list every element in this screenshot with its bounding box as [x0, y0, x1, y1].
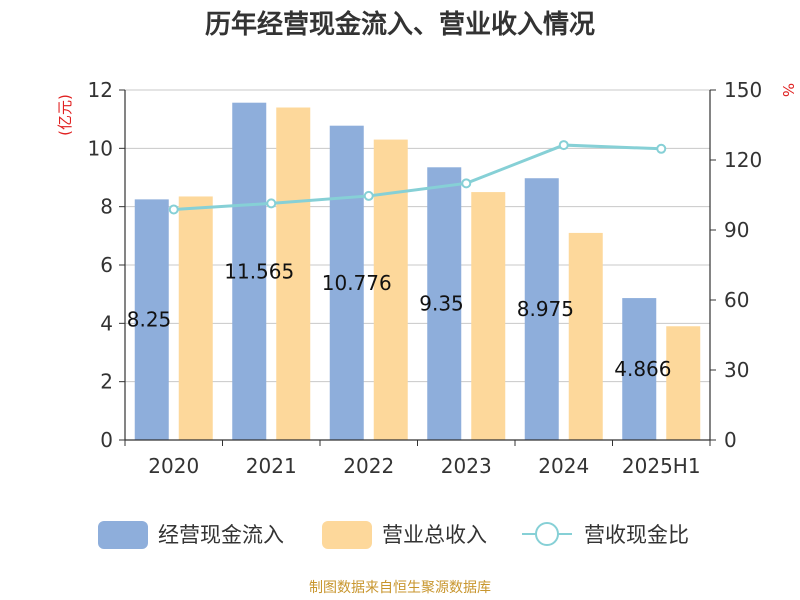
x-axis-tick-label: 2020	[148, 454, 199, 478]
bar-revenue	[373, 139, 408, 441]
right-axis-tick-label: 60	[724, 288, 749, 312]
ratio-line-point	[266, 198, 277, 209]
left-axis-tick-label: 8	[100, 195, 113, 219]
bar-data-label: 10.776	[322, 271, 392, 295]
ratio-line-point	[168, 204, 179, 215]
legend-label: 经营现金流入	[158, 523, 284, 547]
right-axis-tick-label: 120	[724, 148, 762, 172]
ratio-line-point	[363, 190, 374, 201]
legend-swatch	[98, 521, 148, 549]
right-axis-tick-label: 90	[724, 218, 749, 242]
left-axis-tick-label: 2	[100, 370, 113, 394]
bar-revenue	[568, 232, 603, 440]
left-axis-tick-label: 6	[100, 253, 113, 277]
chart-title: 历年经营现金流入、营业收入情况	[205, 9, 595, 40]
bar-revenue	[471, 192, 506, 440]
bar-cash-inflow	[524, 178, 559, 440]
legend-item-3[interactable]: 营收现金比	[522, 522, 689, 547]
ratio-line-point	[558, 140, 569, 151]
x-axis-tick-label: 2022	[343, 454, 394, 478]
data-labels: 8.25 11.565 10.776 9.35 8.975 4.866	[127, 259, 672, 381]
ratio-line	[168, 140, 667, 215]
legend-swatch	[322, 521, 372, 549]
legend-label: 营业总收入	[382, 523, 487, 547]
bar-data-label: 8.975	[517, 297, 574, 321]
right-axis-unit: %	[779, 83, 797, 97]
legend-marker	[535, 522, 559, 546]
legend-label: 营收现金比	[584, 523, 689, 547]
bar-revenue	[276, 107, 311, 440]
bar-cash-inflow	[622, 298, 657, 440]
x-axis-tick-label: 2024	[538, 454, 589, 478]
bar-cash-inflow	[232, 102, 267, 440]
right-axis-tick-label: 0	[724, 428, 737, 452]
ratio-line-point	[461, 178, 472, 189]
legend-item-1[interactable]: 经营现金流入	[98, 521, 284, 549]
x-axis-tick-label: 2023	[441, 454, 492, 478]
legend[interactable]: 经营现金流入 营业总收入 营收现金比	[98, 521, 689, 549]
bar-data-label: 11.565	[224, 259, 294, 283]
bar-data-label: 8.25	[127, 308, 172, 332]
left-axis-tick-label: 12	[88, 78, 113, 102]
ratio-line-path	[173, 143, 662, 211]
left-axis-tick-label: 10	[88, 136, 113, 160]
bars	[134, 102, 701, 441]
right-axis-tick-label: 30	[724, 358, 749, 382]
left-axis-unit: (亿元)	[56, 94, 74, 136]
source-note: 制图数据来自恒生聚源数据库	[309, 580, 491, 596]
left-axis-tick-label: 4	[100, 311, 113, 335]
bar-cash-inflow	[427, 167, 462, 440]
bar-revenue	[666, 326, 701, 440]
right-axis-tick-label: 150	[724, 78, 762, 102]
bar-data-label: 9.35	[419, 292, 464, 316]
x-axis-tick-label: 2025H1	[622, 454, 701, 478]
left-axis-tick-label: 0	[100, 428, 113, 452]
bar-revenue	[178, 196, 213, 440]
bar-cash-inflow	[134, 199, 169, 440]
bar-data-label: 4.866	[614, 357, 671, 381]
ratio-line-point	[656, 143, 667, 154]
bar-cash-inflow	[329, 125, 364, 440]
legend-item-2[interactable]: 营业总收入	[322, 521, 487, 549]
x-axis-tick-label: 2021	[246, 454, 297, 478]
